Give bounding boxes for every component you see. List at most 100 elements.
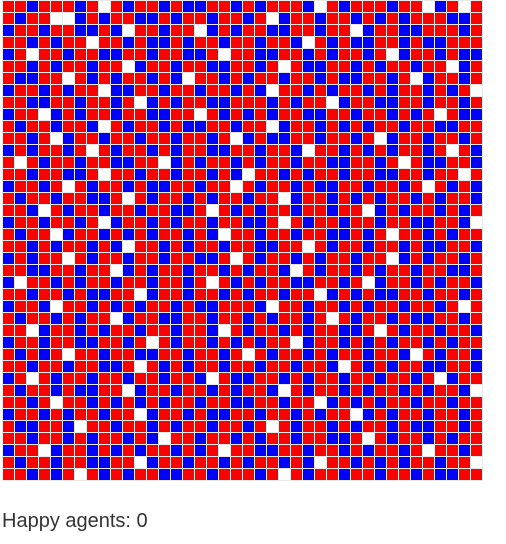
cell [231,337,242,348]
cell [135,325,146,336]
cell [219,301,230,312]
cell [363,169,374,180]
cell [423,469,434,480]
cell [231,169,242,180]
cell [195,289,206,300]
cell [147,181,158,192]
cell [435,181,446,192]
cell [447,109,458,120]
cell [279,157,290,168]
cell [471,145,482,156]
cell [159,73,170,84]
cell [279,433,290,444]
cell [435,457,446,468]
cell [363,217,374,228]
cell [51,205,62,216]
cell [15,73,26,84]
cell [3,25,14,36]
cell [279,469,290,480]
cell [303,145,314,156]
cell [75,253,86,264]
cell [39,37,50,48]
cell [243,97,254,108]
cell [147,433,158,444]
cell [231,457,242,468]
cell [111,145,122,156]
cell [123,361,134,372]
cell [387,13,398,24]
cell [171,445,182,456]
cell [375,241,386,252]
cell [267,193,278,204]
cell [399,421,410,432]
cell [231,421,242,432]
cell [135,373,146,384]
cell [363,241,374,252]
cell [399,85,410,96]
cell [27,1,38,12]
cell [243,421,254,432]
cell [231,265,242,276]
cell [207,157,218,168]
cell [39,289,50,300]
cell [411,433,422,444]
cell [351,361,362,372]
cell [51,349,62,360]
cell [351,241,362,252]
cell [195,241,206,252]
cell [363,349,374,360]
cell [123,193,134,204]
cell [447,133,458,144]
cell [375,205,386,216]
cell [63,385,74,396]
cell [327,229,338,240]
cell [27,421,38,432]
cell [123,13,134,24]
cell [447,349,458,360]
cell [267,421,278,432]
cell [411,217,422,228]
cell [351,433,362,444]
cell [471,37,482,48]
cell [363,25,374,36]
cell [87,73,98,84]
cell [327,157,338,168]
cell [159,181,170,192]
cell [51,217,62,228]
cell [231,409,242,420]
cell [315,49,326,60]
cell [399,37,410,48]
cell [267,109,278,120]
cell [399,49,410,60]
cell [423,97,434,108]
cell [75,109,86,120]
cell [183,169,194,180]
cell [399,301,410,312]
cell [27,457,38,468]
cell [207,445,218,456]
cell [171,277,182,288]
cell [327,85,338,96]
cell [351,325,362,336]
cell [63,217,74,228]
cell [147,241,158,252]
cell [327,397,338,408]
cell [447,421,458,432]
cell [471,337,482,348]
cell [279,337,290,348]
cell [363,397,374,408]
cell [303,469,314,480]
cell [291,133,302,144]
cell [255,241,266,252]
cell [183,109,194,120]
cell [399,385,410,396]
cell [303,409,314,420]
cell [171,181,182,192]
cell [135,301,146,312]
cell [75,289,86,300]
cell [339,109,350,120]
cell [423,421,434,432]
cell [99,25,110,36]
cell [219,13,230,24]
cell [471,1,482,12]
